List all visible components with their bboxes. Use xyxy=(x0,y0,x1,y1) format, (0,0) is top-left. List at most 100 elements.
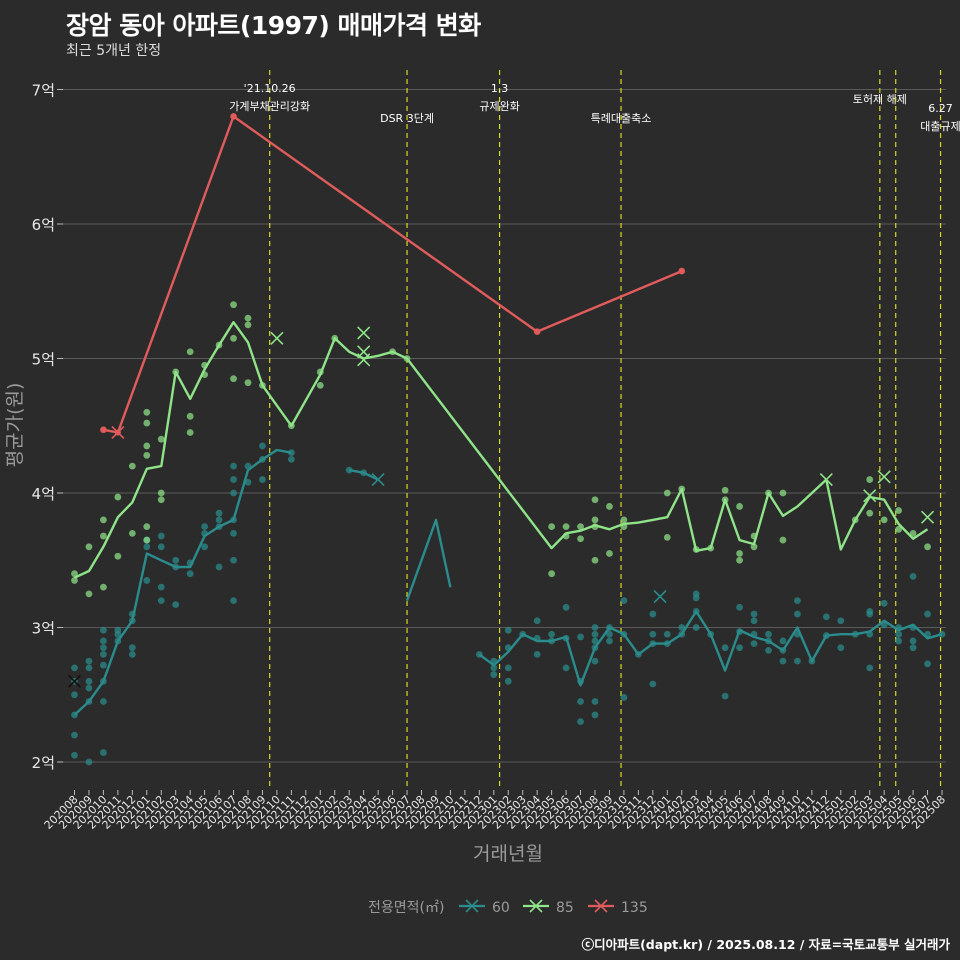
data-point xyxy=(71,664,78,672)
data-point xyxy=(244,314,252,322)
data-point xyxy=(794,597,801,604)
data-point xyxy=(620,516,628,524)
cross-marker xyxy=(270,331,284,345)
data-point xyxy=(71,570,78,578)
data-point xyxy=(100,626,107,634)
cross-marker xyxy=(357,353,371,367)
data-point xyxy=(866,509,874,517)
data-point xyxy=(663,630,671,638)
data-point xyxy=(244,478,252,486)
data-point xyxy=(157,532,165,540)
data-point xyxy=(591,711,599,719)
data-point xyxy=(230,476,237,483)
cross-stroke xyxy=(357,326,371,340)
source-caption: ⓒ디아파트(dapt.kr) / 2025.08.12 / 자료=국토교통부 실… xyxy=(581,937,950,952)
grid-lines xyxy=(63,89,946,763)
data-point xyxy=(504,664,512,672)
cross-stroke xyxy=(863,489,877,503)
data-point xyxy=(287,455,295,463)
series-line-135 xyxy=(103,115,683,434)
data-point xyxy=(880,599,888,607)
data-point xyxy=(779,637,787,645)
data-point xyxy=(779,536,787,544)
y-axis-title: 평균가(원) xyxy=(4,383,26,468)
legend-label-60: 60 xyxy=(492,900,510,916)
data-point xyxy=(114,630,122,638)
event-label: 토허제 해제 xyxy=(853,92,907,106)
data-point xyxy=(880,516,888,524)
data-point xyxy=(114,493,122,501)
cross-stroke xyxy=(357,353,371,367)
data-point xyxy=(779,657,787,665)
y-tick-label: 4억 xyxy=(32,485,55,503)
data-point xyxy=(909,529,917,537)
y-tick-label: 3억 xyxy=(32,620,55,638)
cross-stroke xyxy=(67,674,82,688)
data-point xyxy=(85,590,93,598)
y-axis: 2억 3억 4억 5억 6억 7억 xyxy=(32,82,63,772)
data-point xyxy=(128,462,136,470)
data-point xyxy=(721,644,729,652)
cross-markers xyxy=(67,326,935,688)
data-point xyxy=(201,543,209,551)
data-point xyxy=(143,543,151,551)
data-point xyxy=(577,523,584,531)
event-label: 가계부채관리강화 xyxy=(229,100,310,113)
data-point xyxy=(822,613,830,621)
data-point xyxy=(909,572,917,580)
data-point xyxy=(895,637,903,645)
data-point xyxy=(620,597,628,604)
legend-key-cross xyxy=(529,899,543,913)
legend-key-cross xyxy=(594,899,608,913)
data-point xyxy=(591,630,599,638)
chart-subtitle: 최근 5개년 한정 xyxy=(66,43,162,59)
data-point xyxy=(606,630,613,638)
cross-stroke xyxy=(877,470,891,484)
cross-stroke xyxy=(819,472,833,487)
series-line-60 xyxy=(73,448,292,716)
transaction-points xyxy=(71,113,946,766)
data-point xyxy=(186,348,194,356)
data-point xyxy=(591,496,599,504)
data-point xyxy=(909,637,917,645)
data-point xyxy=(157,435,165,443)
data-point xyxy=(143,442,151,450)
data-point xyxy=(750,640,758,648)
data-point xyxy=(100,532,107,540)
data-point xyxy=(172,601,180,609)
data-point xyxy=(100,698,107,705)
data-point xyxy=(591,657,599,665)
data-point xyxy=(736,603,743,611)
data-point xyxy=(721,692,729,700)
cross-stroke xyxy=(371,472,385,487)
legend: 전용면적(㎡) 60 85 135 xyxy=(368,899,648,916)
event-date-label: '21.10.26 xyxy=(244,82,296,95)
event-label: DSR 3단계 xyxy=(380,112,434,125)
data-point xyxy=(172,556,180,564)
cross-stroke xyxy=(270,331,284,345)
data-point xyxy=(895,507,903,514)
data-point xyxy=(533,651,541,658)
data-point xyxy=(866,664,874,672)
legend-key-cross xyxy=(465,899,479,913)
series-line-60 xyxy=(348,468,379,481)
data-point xyxy=(678,624,686,631)
series-vertex xyxy=(534,328,541,335)
data-point xyxy=(895,525,903,533)
data-point xyxy=(866,476,874,483)
data-point xyxy=(649,680,657,688)
data-point xyxy=(591,637,599,645)
series-vertex xyxy=(230,113,237,120)
data-point xyxy=(230,489,237,497)
y-tick-label: 7억 xyxy=(32,82,55,100)
data-point xyxy=(504,626,512,634)
event-label: 규제완화 xyxy=(479,100,519,113)
data-point xyxy=(837,644,845,652)
data-point xyxy=(100,637,107,645)
data-point xyxy=(736,503,743,510)
data-point xyxy=(85,664,93,672)
data-point xyxy=(548,523,556,531)
data-point xyxy=(663,489,671,497)
cross-marker xyxy=(819,472,833,487)
